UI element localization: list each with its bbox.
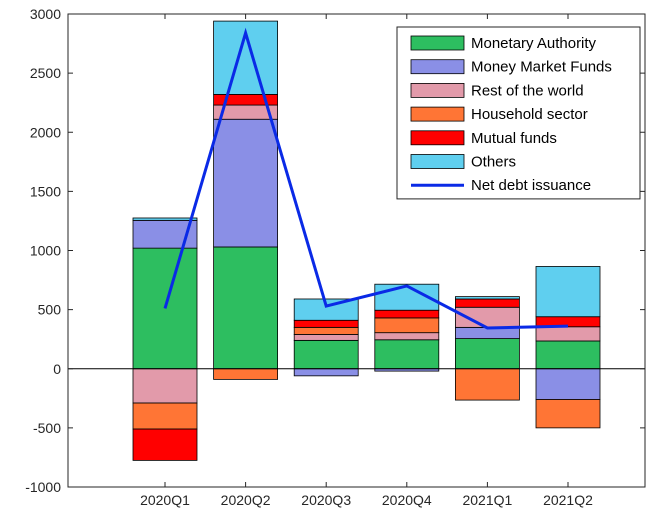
- y-tick-label: 1000: [30, 243, 61, 259]
- bar-segment-1-2020Q2: [214, 247, 278, 369]
- bar-segment-5-2020Q2: [214, 94, 278, 105]
- x-tick-label: 2020Q3: [301, 492, 351, 508]
- legend-label: Money Market Funds: [471, 59, 612, 76]
- bar-segment-4-2021Q1: [455, 369, 519, 400]
- x-tick-label: 2020Q1: [140, 492, 190, 508]
- x-tick-label: 2020Q2: [221, 492, 271, 508]
- y-tick-label: -500: [33, 420, 61, 436]
- legend-swatch: [411, 131, 464, 145]
- bar-segment-1-2021Q1: [455, 339, 519, 369]
- y-tick-label: 0: [53, 361, 61, 377]
- bar-segment-1-2020Q4: [375, 340, 439, 369]
- y-tick-label: -1000: [25, 479, 61, 495]
- x-tick-label: 2020Q4: [382, 492, 432, 508]
- legend-swatch: [411, 60, 464, 74]
- y-tick-label: 2000: [30, 124, 61, 140]
- net-debt-point-2021Q2: [568, 326, 569, 327]
- y-tick-label: 500: [38, 302, 62, 318]
- x-tick-label: 2021Q2: [543, 492, 593, 508]
- y-tick-label: 3000: [30, 6, 61, 22]
- bar-segment-5-2021Q1: [455, 299, 519, 307]
- bar-segment-3-2020Q4: [375, 333, 439, 340]
- y-tick-label: 1500: [30, 183, 61, 199]
- bar-segment-1-2021Q2: [536, 341, 600, 369]
- net-debt-point-2020Q1: [165, 308, 166, 309]
- legend-swatch: [411, 83, 464, 97]
- bar-segment-6-2020Q1: [133, 218, 197, 220]
- legend-label: Mutual funds: [471, 130, 557, 147]
- bar-segment-4-2020Q3: [294, 327, 358, 334]
- net-debt-point-2020Q2: [245, 32, 246, 33]
- x-tick-label: 2021Q1: [462, 492, 512, 508]
- y-tick-label: 2500: [30, 65, 61, 81]
- legend-label: Others: [471, 154, 516, 171]
- legend: Monetary Authority Money Market Funds Rest…: [397, 27, 640, 199]
- legend-label: Net debt issuance: [471, 177, 591, 194]
- bar-segment-2-2021Q2: [536, 369, 600, 400]
- legend-label: Monetary Authority: [471, 35, 597, 52]
- bar-segment-3-2020Q1: [133, 369, 197, 403]
- bar-segment-4-2020Q2: [214, 369, 278, 380]
- bar-segment-4-2020Q1: [133, 403, 197, 429]
- bar-segment-5-2020Q1: [133, 429, 197, 460]
- bar-segment-4-2021Q2: [536, 399, 600, 427]
- bar-segment-3-2021Q2: [536, 327, 600, 341]
- bar-segment-2-2020Q3: [294, 369, 358, 376]
- legend-label: Rest of the world: [471, 82, 584, 99]
- net-debt-point-2020Q3: [326, 306, 327, 307]
- legend-swatch: [411, 107, 464, 121]
- bar-segment-6-2021Q2: [536, 266, 600, 316]
- bar-segment-1-2020Q3: [294, 340, 358, 368]
- bar-segment-3-2020Q3: [294, 334, 358, 340]
- legend-swatch: [411, 155, 464, 169]
- bar-segment-5-2020Q4: [375, 310, 439, 318]
- bar-segment-6-2021Q1: [455, 297, 519, 299]
- net-debt-point-2020Q4: [406, 285, 407, 286]
- legend-swatch: [411, 36, 464, 50]
- net-debt-point-2021Q1: [487, 327, 488, 328]
- bar-segment-4-2020Q4: [375, 318, 439, 333]
- bar-segment-2-2020Q2: [214, 119, 278, 247]
- legend-label: Household sector: [471, 106, 588, 123]
- bar-segment-5-2020Q3: [294, 320, 358, 327]
